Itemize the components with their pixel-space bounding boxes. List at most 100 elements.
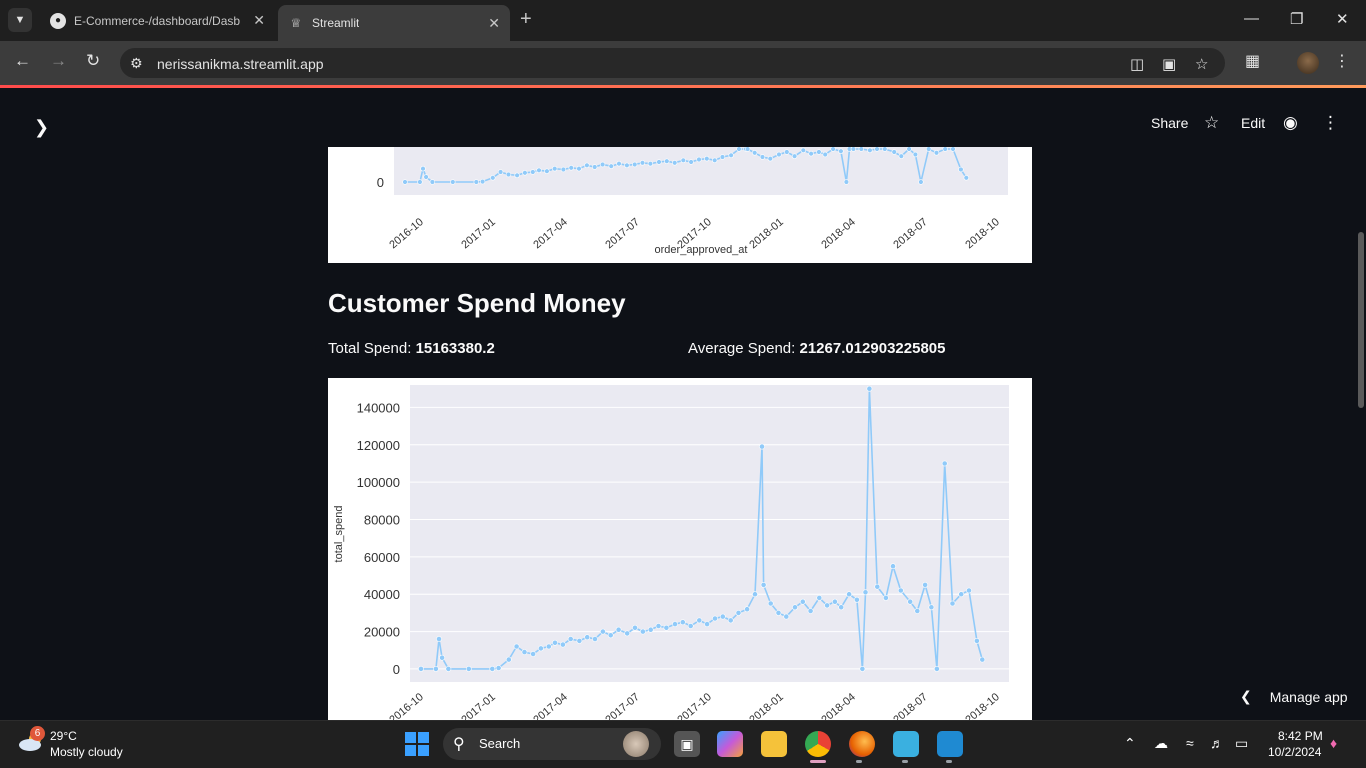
x-tick-label: 2017-04: [531, 216, 570, 251]
translate-icon[interactable]: ▣: [1162, 56, 1177, 73]
restore-icon[interactable]: ❐: [1290, 11, 1304, 28]
y-tick-label: 100000: [357, 475, 400, 490]
top-data-point: [584, 162, 590, 168]
data-point: [505, 656, 512, 663]
x-tick-label: 2016-10: [387, 216, 426, 251]
notification-bell-icon[interactable]: ♦: [1330, 735, 1338, 751]
install-app-icon[interactable]: ◫: [1130, 56, 1145, 73]
data-point: [607, 632, 614, 639]
weather-temperature[interactable]: 29°C: [50, 729, 77, 743]
tab-search-chevron-icon[interactable]: ▼: [8, 8, 32, 32]
page-title: Customer Spend Money: [328, 288, 626, 318]
top-data-point: [402, 179, 408, 185]
tab-github[interactable]: ● E-Commerce-/dashboard/Dasb ✕: [40, 6, 275, 35]
data-point: [584, 634, 591, 641]
top-data-point: [918, 179, 924, 185]
top-data-point: [712, 157, 718, 163]
top-data-point: [752, 150, 758, 156]
extensions-icon[interactable]: ▦: [1245, 53, 1261, 70]
top-data-point: [791, 153, 798, 159]
data-point: [445, 665, 452, 672]
data-point: [647, 626, 654, 633]
address-bar[interactable]: ⚙ nerissanikma.streamlit.app ◫ ▣ ☆: [120, 48, 1225, 78]
favorite-star-icon[interactable]: ☆: [1204, 113, 1220, 132]
tab-streamlit[interactable]: ♕ Streamlit ✕: [278, 5, 510, 41]
data-point: [696, 617, 703, 624]
taskbar-search[interactable]: ⚲ Search: [443, 728, 661, 760]
data-point: [807, 608, 814, 614]
bookmark-star-icon[interactable]: ☆: [1195, 56, 1209, 73]
top-chart-marks: [402, 147, 969, 185]
copilot-icon[interactable]: [717, 731, 743, 757]
data-point: [712, 615, 718, 622]
x-tick-label: 2018-01: [747, 691, 786, 720]
top-data-point: [450, 179, 456, 185]
top-data-point: [850, 147, 857, 152]
task-view-icon[interactable]: ▣: [674, 731, 700, 757]
manage-app-label: Manage app: [1269, 688, 1348, 705]
top-data-point: [608, 163, 614, 169]
onedrive-cloud-icon[interactable]: ☁: [1154, 735, 1168, 751]
share-button[interactable]: Share: [1151, 115, 1189, 131]
clock-date[interactable]: 10/2/2024: [1268, 745, 1322, 759]
order-chart-image: 0 2016-10 2017-01 2017-04 2017-07 2017-10 201…: [328, 147, 1032, 263]
data-point: [846, 591, 852, 598]
weather-description[interactable]: Mostly cloudy: [50, 745, 123, 759]
edit-button[interactable]: Edit: [1241, 115, 1266, 131]
chrome-menu-icon[interactable]: ⋮: [1334, 53, 1350, 70]
firefox-icon[interactable]: [849, 731, 875, 757]
data-point: [783, 613, 790, 620]
top-data-point: [950, 147, 956, 152]
close-tab-icon[interactable]: ✕: [253, 12, 265, 28]
top-data-point: [867, 147, 873, 154]
data-point: [639, 628, 646, 635]
clock-time[interactable]: 8:42 PM: [1278, 729, 1323, 743]
new-tab-icon[interactable]: +: [520, 8, 532, 30]
close-window-icon[interactable]: ✕: [1336, 11, 1349, 28]
data-point: [576, 637, 583, 644]
notepad-icon[interactable]: [893, 731, 919, 757]
manage-app-button[interactable]: ❮ Manage app: [1240, 688, 1348, 705]
plot-area: [394, 147, 1008, 195]
back-arrow-icon[interactable]: ←: [14, 51, 31, 70]
tab-title: Streamlit: [312, 16, 360, 30]
top-data-point: [530, 169, 536, 175]
search-icon: ⚲: [453, 736, 465, 753]
top-data-point: [576, 166, 582, 172]
more-menu-icon[interactable]: ⋮: [1322, 113, 1339, 132]
tray-chevron-up-icon[interactable]: ⌃: [1124, 735, 1136, 751]
top-data-point: [680, 157, 686, 163]
data-point: [704, 621, 710, 627]
minimize-icon[interactable]: —: [1244, 10, 1259, 27]
top-data-point: [514, 172, 520, 178]
data-point: [883, 594, 889, 601]
chrome-icon[interactable]: [805, 731, 831, 757]
top-data-point: [544, 168, 550, 174]
x-tick-label: 2018-04: [819, 691, 858, 720]
data-point: [687, 623, 694, 629]
battery-icon[interactable]: ▭: [1235, 735, 1249, 751]
wifi-icon[interactable]: ≈: [1186, 735, 1194, 751]
average-spend-label: Average Spend:: [688, 340, 800, 357]
tab-title: E-Commerce-/dashboard/Dasb: [74, 13, 241, 28]
data-point: [719, 613, 726, 620]
y-tick-label: 80000: [364, 512, 400, 527]
expand-sidebar-chevron-icon[interactable]: ❯: [34, 117, 50, 137]
site-settings-icon[interactable]: ⚙: [130, 55, 143, 71]
reload-icon[interactable]: ↻: [86, 51, 101, 70]
volume-icon[interactable]: ♬: [1210, 735, 1224, 751]
page-scrollbar[interactable]: [1358, 232, 1364, 408]
data-point: [859, 665, 866, 672]
github-icon[interactable]: ◉: [1283, 113, 1298, 132]
windows-start-icon[interactable]: [405, 732, 429, 756]
close-tab-icon[interactable]: ✕: [488, 14, 500, 31]
forward-arrow-icon[interactable]: →: [50, 51, 67, 70]
data-point: [890, 563, 896, 570]
profile-avatar[interactable]: [1297, 52, 1319, 74]
data-point: [679, 619, 686, 626]
file-explorer-icon[interactable]: [761, 731, 787, 757]
data-point: [838, 604, 845, 611]
top-data-point: [536, 167, 542, 173]
vscode-icon[interactable]: [937, 731, 963, 757]
data-point: [655, 623, 662, 629]
